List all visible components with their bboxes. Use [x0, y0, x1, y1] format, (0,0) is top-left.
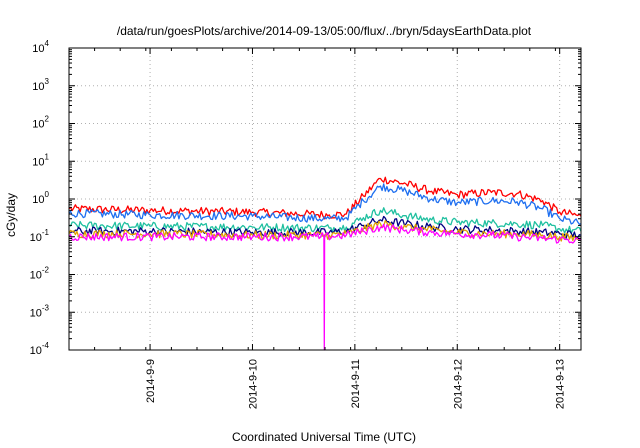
x-tick-label: 2014-9-11 — [350, 359, 362, 408]
y-tick-exponent: -3 — [42, 303, 50, 312]
y-tick-label: 103 — [32, 77, 49, 93]
x-tick-label: 2014-9-10 — [247, 359, 259, 409]
series-line-1 — [68, 176, 582, 220]
y-tick-label: 101 — [32, 152, 49, 168]
x-axis-label: Coordinated Universal Time (UTC) — [232, 430, 416, 444]
y-axis-label: cGy/day — [4, 193, 18, 237]
y-tick-base: 10 — [32, 194, 44, 206]
y-tick-label: 10-1 — [30, 228, 50, 244]
y-tick-label: 10-3 — [30, 303, 50, 319]
series-line-6 — [68, 223, 582, 351]
y-tick-label: 10-2 — [30, 266, 50, 282]
y-tick-base: 10 — [32, 156, 44, 168]
x-tick-labels: 2014-9-9 2014-9-10 2014-9-11 2014-9-12 2014-… — [145, 359, 567, 409]
y-tick-base: 10 — [30, 307, 42, 319]
y-tick-label: 102 — [32, 115, 49, 131]
y-tick-exponent: 0 — [45, 190, 50, 199]
y-tick-base: 10 — [32, 81, 44, 93]
y-tick-exponent: 3 — [45, 77, 50, 86]
y-tick-base: 10 — [30, 232, 42, 244]
series-layer — [68, 176, 582, 351]
series-line-3 — [68, 207, 582, 234]
y-tick-exponent: -2 — [42, 266, 50, 275]
y-tick-label: 10-4 — [30, 341, 50, 357]
y-tick-base: 10 — [30, 345, 42, 357]
x-tick-label: 2014-9-9 — [145, 359, 157, 403]
y-tick-base: 10 — [32, 43, 44, 55]
y-tick-exponent: 2 — [45, 115, 50, 124]
y-tick-exponent: -1 — [42, 228, 50, 237]
axis-ticks — [68, 47, 582, 351]
y-tick-exponent: -4 — [42, 341, 50, 350]
y-tick-exponent: 4 — [45, 39, 50, 48]
y-tick-label: 104 — [32, 39, 49, 55]
chart-title: /data/run/goesPlots/archive/2014-09-13/0… — [117, 24, 532, 38]
series-line-4 — [68, 215, 582, 239]
y-tick-base: 10 — [30, 270, 42, 282]
y-tick-base: 10 — [32, 119, 44, 131]
x-tick-label: 2014-9-12 — [452, 359, 464, 409]
series-line-2 — [68, 183, 582, 225]
y-tick-exponent: 1 — [45, 152, 50, 161]
x-tick-label: 2014-9-13 — [555, 359, 567, 409]
y-tick-label: 100 — [32, 190, 49, 206]
